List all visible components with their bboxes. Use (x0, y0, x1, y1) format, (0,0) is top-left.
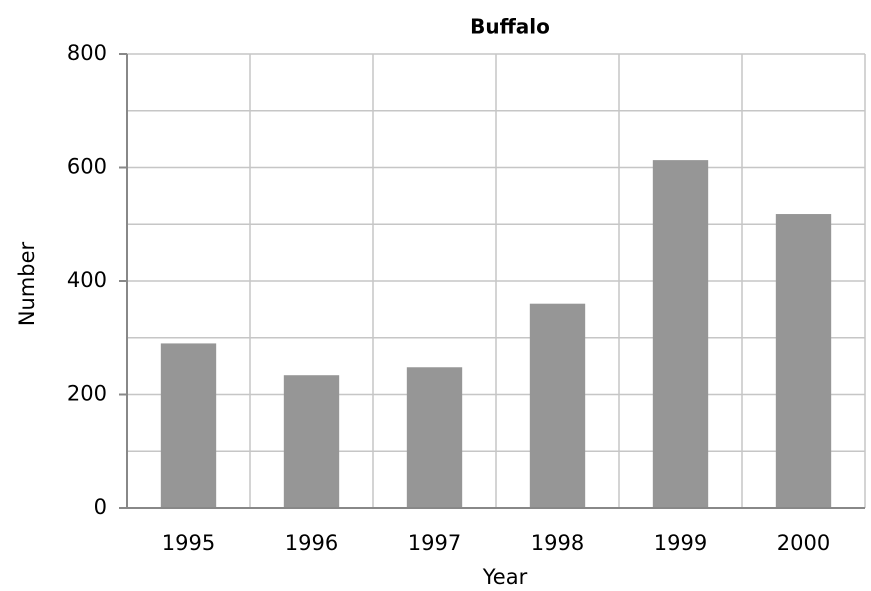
chart-title: Buffalo (470, 15, 550, 39)
x-tick-label: 1998 (531, 531, 584, 555)
x-tick-label: 1999 (654, 531, 707, 555)
y-tick-label: 400 (67, 268, 107, 292)
y-axis-label: Number (15, 241, 39, 326)
x-tick-label: 1996 (285, 531, 338, 555)
y-tick-label: 800 (67, 41, 107, 65)
x-tick-label: 1997 (408, 531, 461, 555)
bar (406, 367, 463, 508)
y-tick-label: 0 (94, 495, 107, 519)
y-tick-label: 200 (67, 382, 107, 406)
x-axis-label: Year (482, 565, 528, 589)
x-tick-label: 1995 (162, 531, 215, 555)
bar (529, 303, 586, 508)
bar (283, 375, 340, 508)
bar (160, 343, 217, 508)
x-tick-label: 2000 (777, 531, 830, 555)
y-tick-label: 600 (67, 155, 107, 179)
bar (775, 214, 832, 508)
bar (652, 160, 709, 508)
